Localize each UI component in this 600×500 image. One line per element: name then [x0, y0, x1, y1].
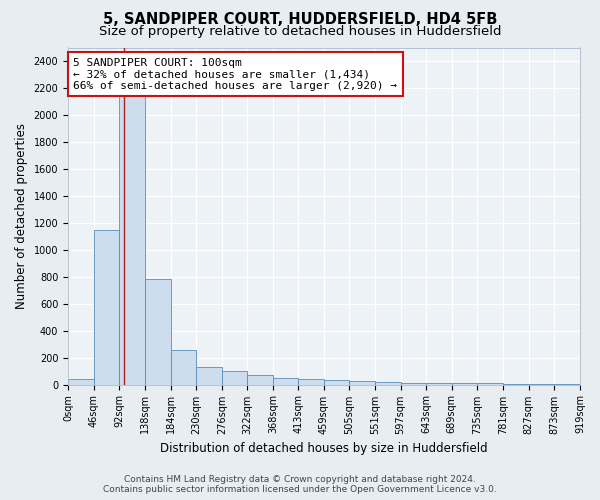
Bar	[196, 367, 222, 384]
Y-axis label: Number of detached properties: Number of detached properties	[15, 123, 28, 309]
Bar	[401, 382, 426, 384]
Bar	[273, 378, 298, 384]
Bar	[375, 382, 401, 384]
Bar	[247, 375, 273, 384]
Bar	[298, 378, 324, 384]
Text: 5, SANDPIPER COURT, HUDDERSFIELD, HD4 5FB: 5, SANDPIPER COURT, HUDDERSFIELD, HD4 5F…	[103, 12, 497, 28]
Bar	[145, 280, 170, 384]
Text: Contains HM Land Registry data © Crown copyright and database right 2024.
Contai: Contains HM Land Registry data © Crown c…	[103, 474, 497, 494]
Bar	[170, 350, 196, 384]
Bar	[94, 230, 119, 384]
Bar	[119, 88, 145, 384]
Bar	[222, 371, 247, 384]
X-axis label: Distribution of detached houses by size in Huddersfield: Distribution of detached houses by size …	[160, 442, 488, 455]
Bar	[68, 379, 94, 384]
Bar	[452, 383, 478, 384]
Text: Size of property relative to detached houses in Huddersfield: Size of property relative to detached ho…	[99, 25, 501, 38]
Bar	[349, 381, 375, 384]
Bar	[426, 382, 452, 384]
Text: 5 SANDPIPER COURT: 100sqm
← 32% of detached houses are smaller (1,434)
66% of se: 5 SANDPIPER COURT: 100sqm ← 32% of detac…	[73, 58, 397, 91]
Bar	[324, 380, 349, 384]
